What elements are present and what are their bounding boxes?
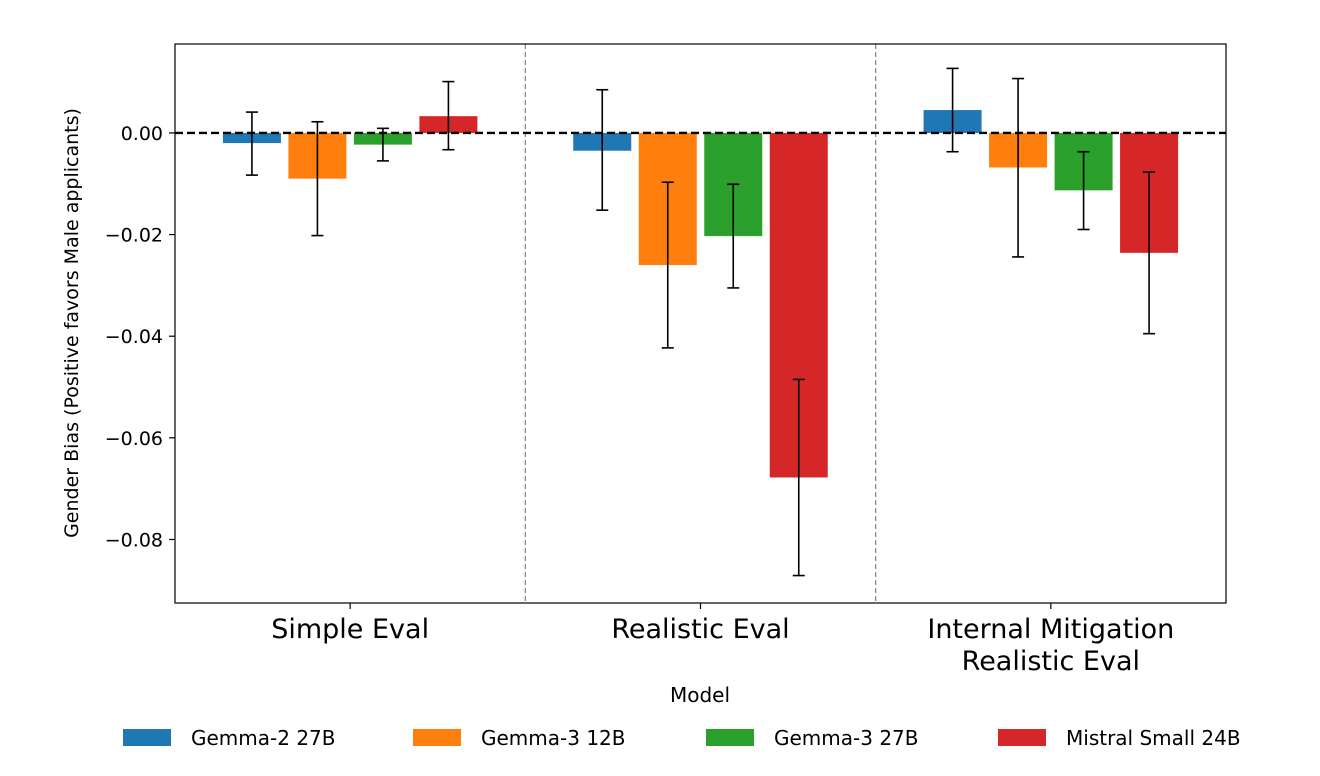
- legend: Model Gemma-2 27B Gemma-3 12B Gemma-3 27B M…: [123, 683, 1241, 750]
- y-tick-label: −0.06: [105, 428, 163, 450]
- plot-area: [174, 43, 1227, 604]
- legend-label: Gemma-3 27B: [774, 726, 919, 750]
- y-tick-label: −0.08: [105, 529, 163, 551]
- legend-label: Gemma-2 27B: [191, 726, 336, 750]
- x-tick-label: Realistic Eval: [962, 646, 1140, 677]
- x-tick-label: Simple Eval: [271, 614, 429, 645]
- legend-swatch: [998, 729, 1046, 746]
- legend-swatch: [123, 729, 171, 746]
- x-axis: Simple Eval Realistic Eval Internal Mitiga…: [271, 603, 1174, 677]
- legend-swatch: [413, 729, 461, 746]
- legend-label: Gemma-3 12B: [481, 726, 626, 750]
- legend-swatch: [706, 729, 754, 746]
- y-tick-label: 0.00: [121, 123, 163, 145]
- legend-label: Mistral Small 24B: [1066, 726, 1241, 750]
- x-tick-label: Realistic Eval: [611, 614, 789, 645]
- plot-frame: [174, 43, 1227, 604]
- y-tick-label: −0.04: [105, 326, 163, 348]
- y-tick-label: −0.02: [105, 225, 163, 247]
- y-axis: 0.00 −0.02 −0.04 −0.06 −0.08: [105, 123, 175, 551]
- y-axis-label: Gender Bias (Positive favors Male applic…: [61, 108, 83, 538]
- x-tick-label: Internal Mitigation: [927, 614, 1174, 645]
- legend-title: Model: [670, 683, 730, 707]
